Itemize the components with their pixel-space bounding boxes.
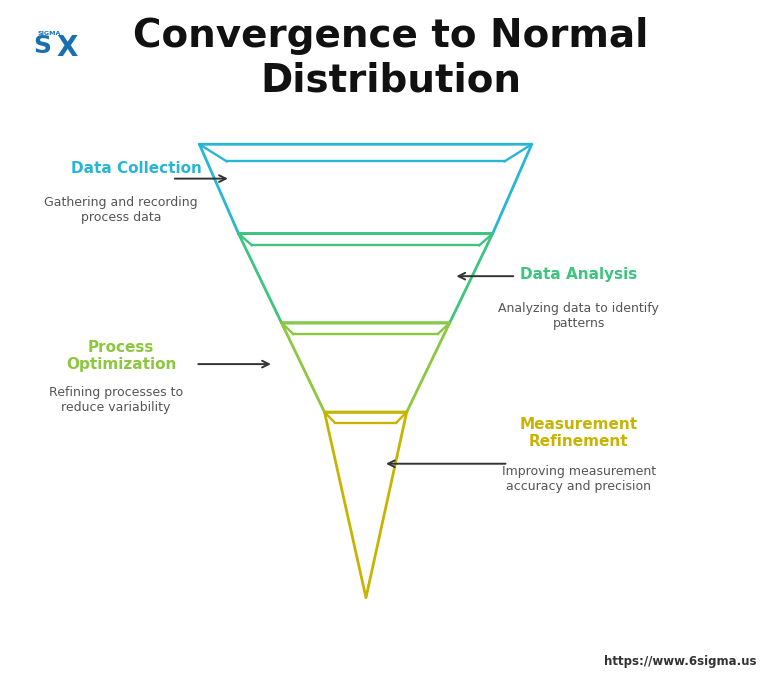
Text: Refining processes to
reduce variability: Refining processes to reduce variability [48, 386, 183, 414]
Text: Gathering and recording
process data: Gathering and recording process data [45, 196, 198, 224]
Text: Convergence to Normal
Distribution: Convergence to Normal Distribution [133, 17, 649, 99]
Text: Data Analysis: Data Analysis [520, 267, 637, 282]
Text: https://www.6sigma.us: https://www.6sigma.us [604, 655, 757, 668]
Text: X: X [56, 34, 77, 63]
Text: Data Collection: Data Collection [71, 161, 203, 176]
Text: S: S [33, 34, 51, 58]
Text: Improving measurement
accuracy and precision: Improving measurement accuracy and preci… [501, 465, 656, 493]
Text: Process
Optimization: Process Optimization [66, 339, 177, 372]
Text: Measurement
Refinement: Measurement Refinement [519, 416, 638, 449]
Text: Analyzing data to identify
patterns: Analyzing data to identify patterns [498, 302, 659, 330]
Text: SIGMA: SIGMA [38, 31, 61, 36]
